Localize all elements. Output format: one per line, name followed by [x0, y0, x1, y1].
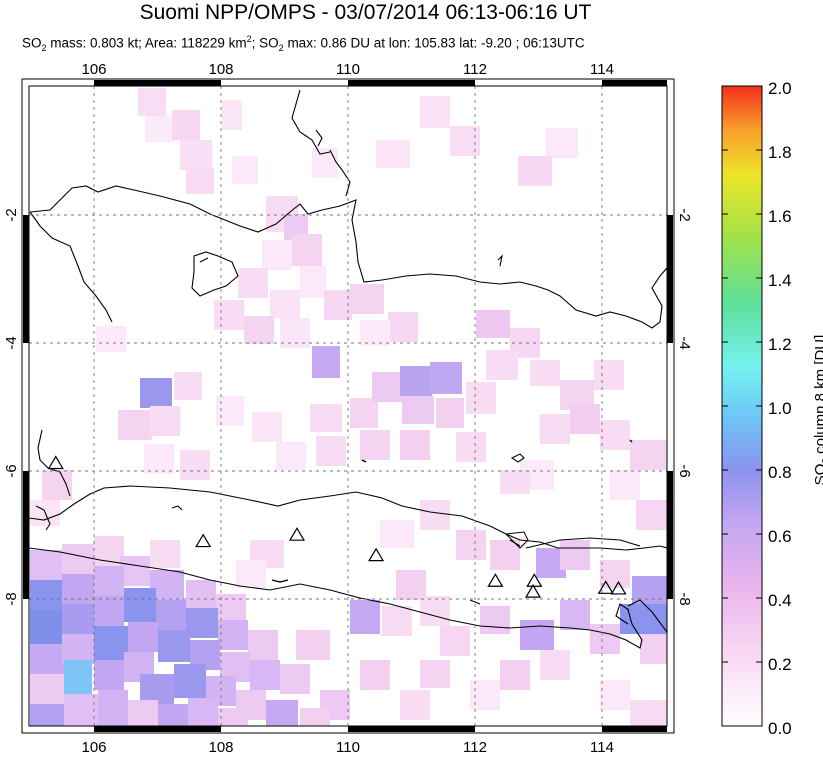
colorbar-tick-label: 0.4 — [768, 591, 792, 610]
lon-tick-bottom: 106 — [81, 739, 106, 756]
lat-tick-left: -6 — [3, 464, 20, 477]
colorbar-tick-label: 0.8 — [768, 463, 792, 482]
colorbar-tick-label: 1.0 — [768, 399, 792, 418]
colorbar-title: SO2 column 8 km [DU] — [812, 334, 823, 486]
lat-tick-left: -8 — [3, 592, 20, 605]
triangle-icon — [47, 455, 64, 470]
triangle-icon — [597, 580, 614, 594]
lat-tick-right: -8 — [676, 592, 693, 605]
lon-tick-top: 106 — [81, 61, 106, 78]
colorbar-tick-label: 0.0 — [768, 719, 792, 738]
so2-pixel-layer — [30, 88, 667, 726]
colorbar-gradient — [721, 85, 763, 727]
triangle-icon — [610, 580, 627, 595]
colorbar: 2.0 1.8 1.6 1.4 1.2 1.0 0.8 0.6 0.4 0.2 … — [721, 79, 792, 738]
lon-tick-top: 110 — [336, 61, 360, 78]
lon-tick-bottom: 110 — [336, 739, 360, 756]
triangle-icon — [487, 573, 504, 587]
lat-tick-right: -2 — [676, 208, 693, 221]
triangle-icon — [368, 547, 385, 562]
lat-tick-right: -6 — [676, 464, 693, 477]
lat-tick-right: -4 — [676, 336, 693, 349]
map-frame — [21, 78, 675, 734]
colorbar-tick-label: 1.6 — [768, 207, 792, 226]
triangle-icon — [288, 527, 306, 541]
lon-tick-bottom: 112 — [463, 739, 487, 756]
axis-labels: 106 108 110 112 114 106 108 110 112 114 … — [3, 61, 693, 756]
lon-tick-bottom: 108 — [208, 739, 233, 756]
lon-tick-bottom: 114 — [590, 739, 614, 756]
triangle-icon — [195, 533, 212, 548]
volcano-markers — [47, 455, 627, 598]
lon-tick-top: 112 — [463, 61, 487, 78]
grid-lines — [29, 86, 667, 726]
colorbar-tick-label: 0.2 — [768, 655, 792, 674]
lat-tick-left: -2 — [3, 208, 20, 221]
coastlines — [29, 89, 667, 649]
colorbar-tick-label: 1.8 — [768, 143, 792, 162]
lon-tick-top: 114 — [590, 61, 614, 78]
colorbar-tick-label: 1.4 — [768, 271, 792, 290]
map-title: Suomi NPP/OMPS - 03/07/2014 06:13-06:16 … — [139, 1, 592, 24]
triangle-icon — [524, 584, 542, 598]
colorbar-tick-label: 0.6 — [768, 527, 792, 546]
lat-tick-left: -4 — [3, 336, 20, 349]
colorbar-tick-label: 1.2 — [768, 335, 792, 354]
map-subtitle: SO2 mass: 0.803 kt; Area: 118229 km2; SO… — [22, 34, 585, 54]
lon-tick-top: 108 — [208, 61, 233, 78]
colorbar-tick-label: 2.0 — [768, 79, 792, 98]
